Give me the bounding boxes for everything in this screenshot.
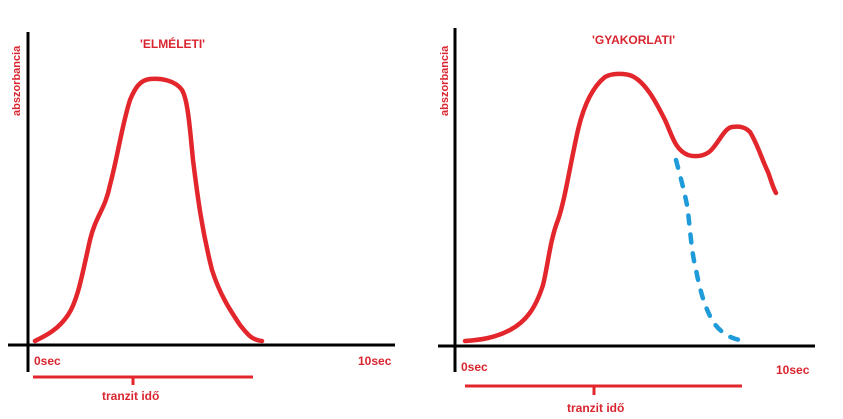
- panel-title: 'ELMÉLETI': [140, 36, 205, 51]
- panel-title: 'GYAKORLATI': [592, 33, 675, 47]
- x-axis-start-label: 0sec: [34, 354, 61, 368]
- x-axis-end-label: 10sec: [776, 363, 810, 377]
- panel-gyakorlati: 'GYAKORLATI' abszorbancia 0sec 10sec tra…: [438, 28, 815, 415]
- x-axis-start-label: 0sec: [461, 360, 488, 374]
- y-axis-label: abszorbancia: [11, 45, 23, 116]
- absorbance-curve: [462, 71, 779, 344]
- dashed-decay-curve: [673, 157, 743, 343]
- transit-time-label: tranzit idő: [567, 401, 624, 415]
- panel-elmeleti: 'ELMÉLETI' abszorbancia 0sec 10sec tranz…: [8, 32, 395, 403]
- absorbance-curve: [32, 76, 265, 344]
- y-axis-label: abszorbancia: [439, 45, 451, 116]
- x-axis-end-label: 10sec: [358, 354, 392, 368]
- transit-time-label: tranzit idő: [102, 389, 159, 403]
